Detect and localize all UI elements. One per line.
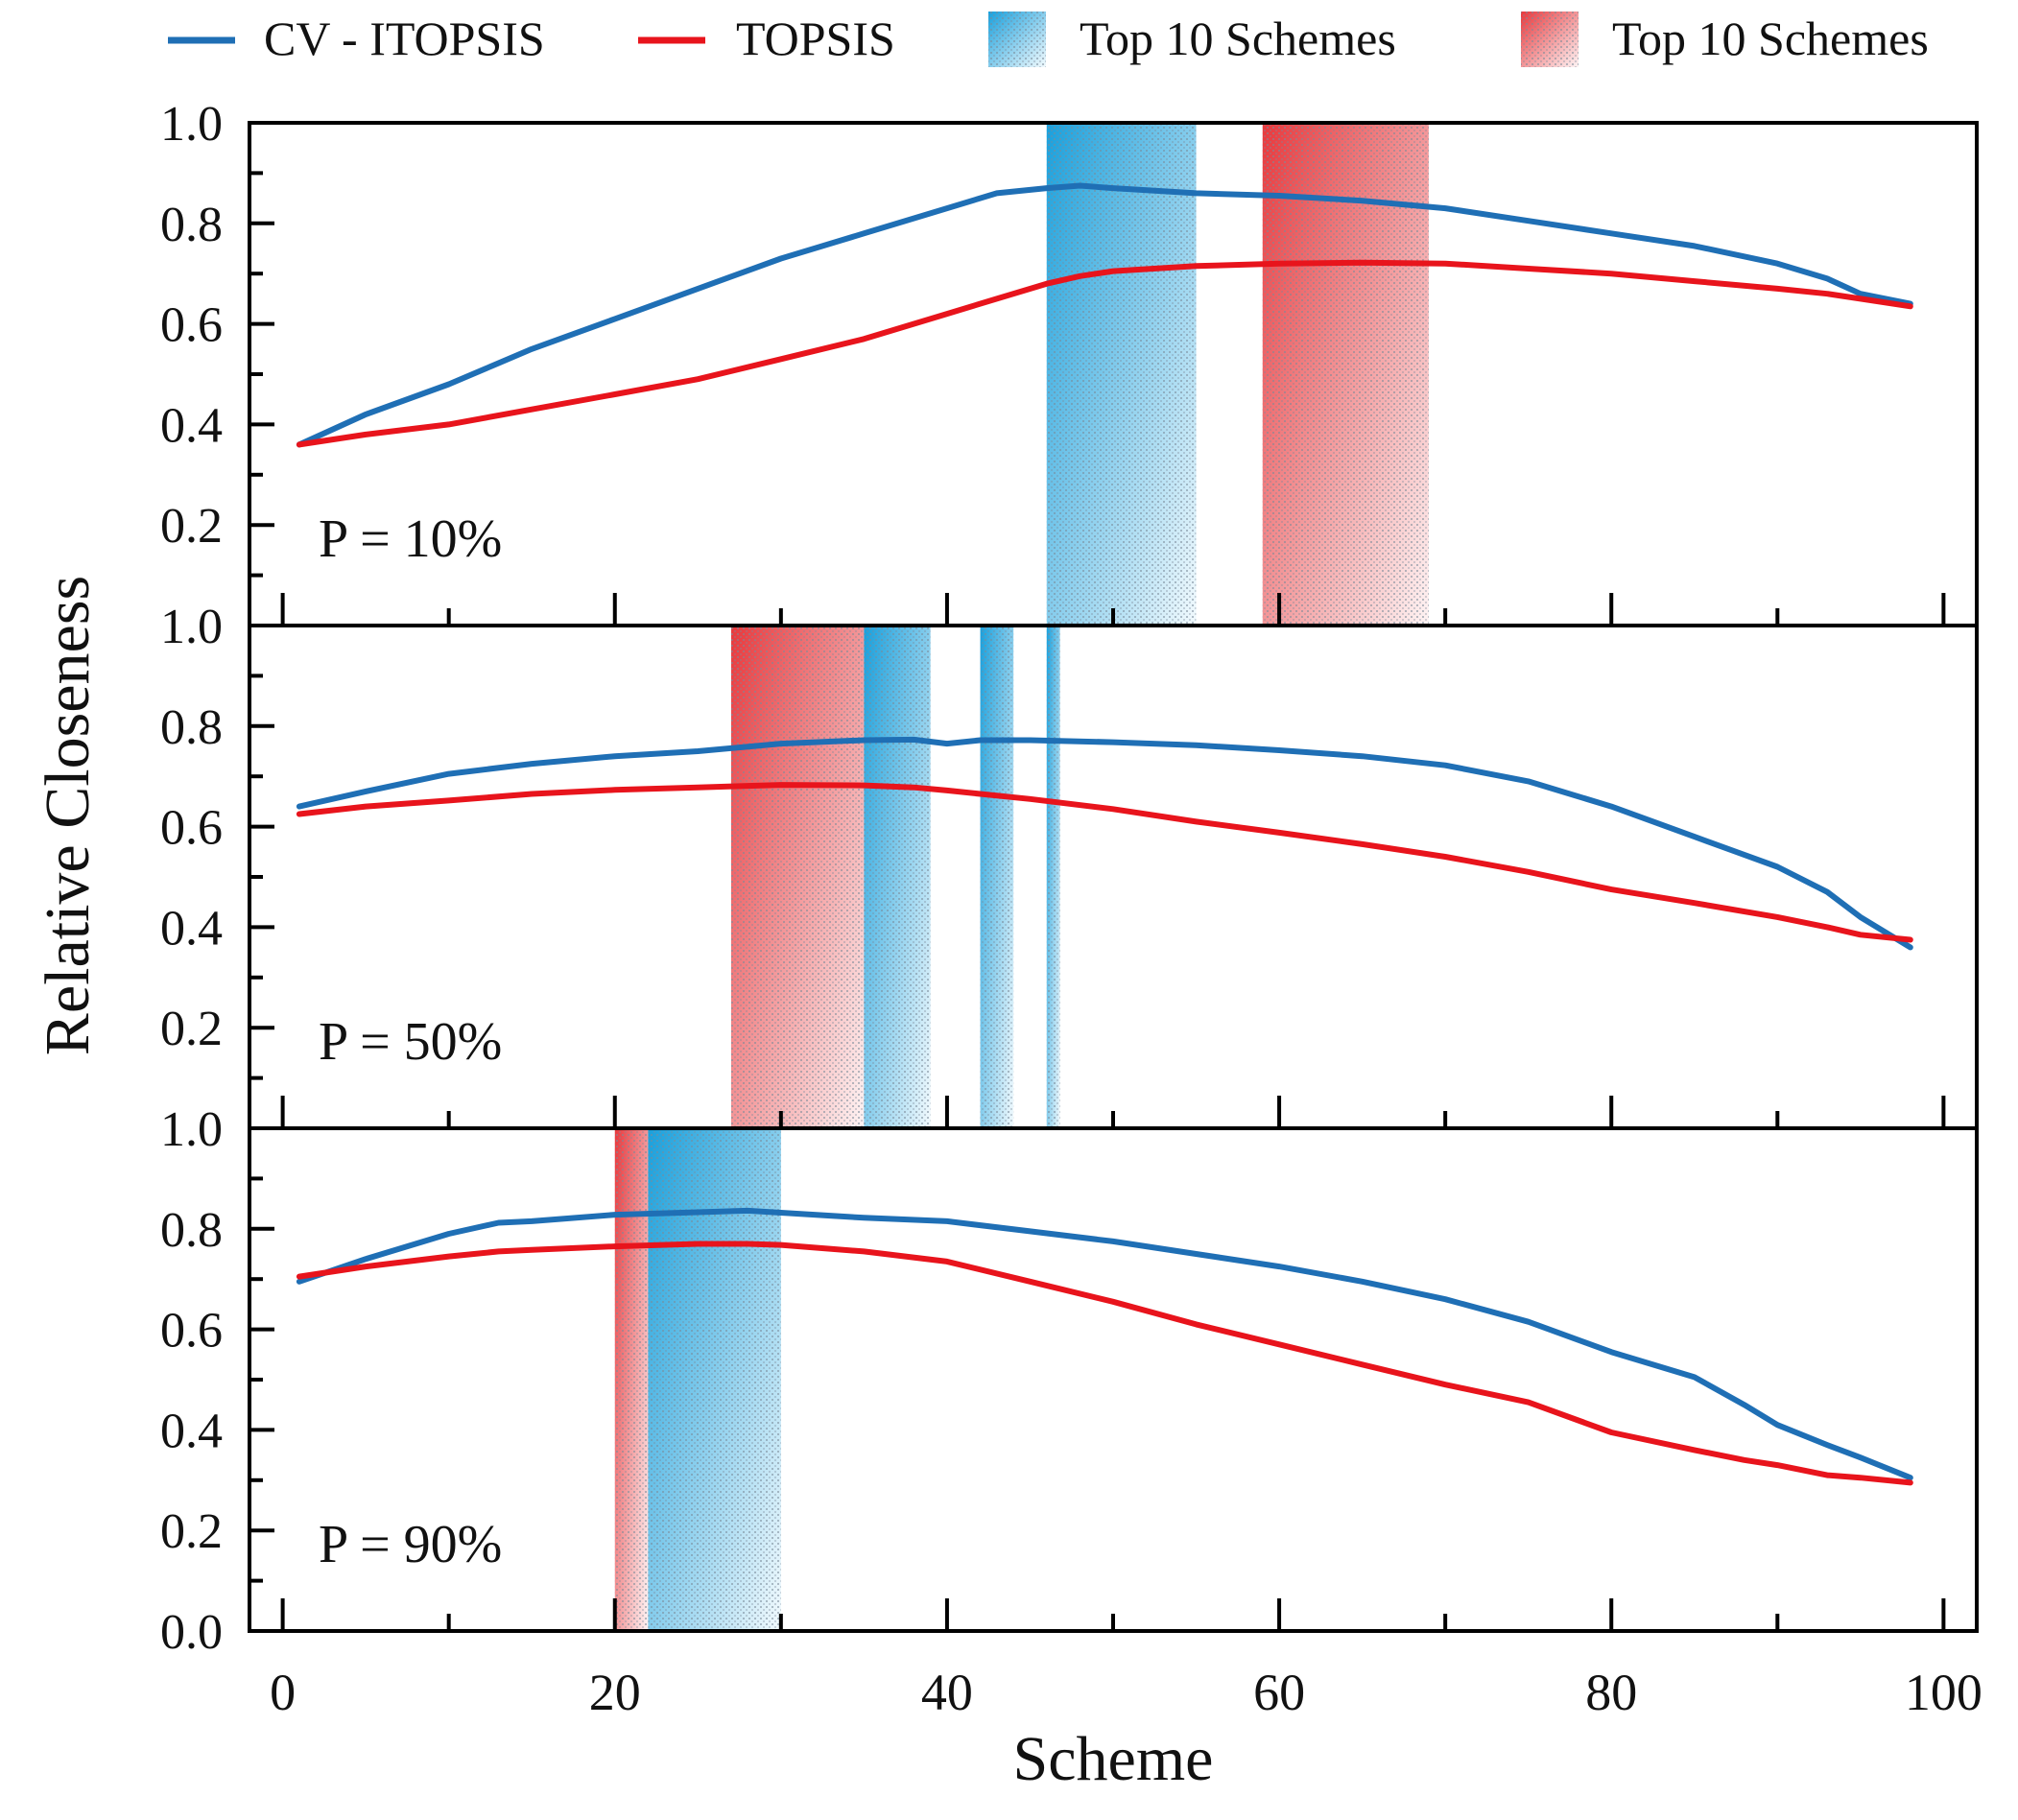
y-tick-label-p10: 0.8 — [160, 198, 223, 252]
panels: 0.2 0.4 0.6 0.8 1.0 P = 10% 0.2 0.4 0.6 0.8 1.0 P =… — [160, 97, 1982, 1721]
y-axis-label: Relative Closeness — [33, 576, 103, 1055]
band-topsis-dots-p50-0 — [730, 626, 865, 1128]
frame-p50 — [248, 624, 1979, 1130]
panel-annotation-p90: P = 90% — [319, 1515, 502, 1574]
band-cv-dots-p90-1 — [648, 1128, 781, 1631]
y-tick-label-p90: 0.6 — [160, 1304, 223, 1359]
legend-band-topsis-dots — [1521, 12, 1579, 67]
panel-p90: 0.0 0.2 0.4 0.6 0.8 1.0 P = 90% — [160, 1102, 1979, 1660]
y-tick-label-p90: 1.0 — [160, 1102, 223, 1157]
series-topsis-p10 — [296, 259, 1913, 448]
x-tick-label: 80 — [1585, 1664, 1637, 1721]
band-cv-dots-p50-1 — [864, 626, 931, 1128]
y-tick-label-p10: 0.6 — [160, 298, 223, 353]
x-tick-label: 40 — [921, 1664, 973, 1721]
legend-topsis-label: TOPSIS — [736, 12, 895, 65]
y-tick-label-p90: 0.8 — [160, 1203, 223, 1258]
series-cv-p90 — [296, 1207, 1913, 1481]
y-tick-label-p50: 1.0 — [160, 600, 223, 654]
x-tick-label: 20 — [589, 1664, 641, 1721]
frame-p90 — [248, 1126, 1979, 1633]
legend-band-topsis-label: Top 10 Schemes — [1612, 12, 1929, 65]
x-tick-label: 60 — [1253, 1664, 1305, 1721]
x-axis-label: Scheme — [1013, 1724, 1214, 1794]
x-tick-label: 0 — [270, 1664, 296, 1721]
y-tick-label-p50: 0.6 — [160, 801, 223, 856]
panel-annotation-p10: P = 10% — [319, 509, 502, 569]
y-tick-label-p90: 0.2 — [160, 1504, 223, 1559]
y-tick-label-p50: 0.4 — [160, 901, 223, 956]
legend-band-cv-label: Top 10 Schemes — [1080, 12, 1396, 65]
legend-band-cv-dots — [988, 12, 1046, 67]
y-tick-label-p10: 1.0 — [160, 97, 223, 152]
y-tick-label-p10: 0.4 — [160, 398, 223, 453]
band-topsis-dots-p90-0 — [614, 1128, 649, 1631]
y-tick-label-p90: 0.4 — [160, 1404, 223, 1458]
legend-cv-label: CV - ITOPSIS — [264, 12, 545, 65]
band-cv-dots-p50-3 — [1046, 626, 1060, 1128]
y-tick-label-p90: 0.0 — [160, 1605, 223, 1660]
y-tick-label-p50: 0.8 — [160, 700, 223, 755]
y-tick-label-p50: 0.2 — [160, 1002, 223, 1056]
panel-p10: 0.2 0.4 0.6 0.8 1.0 P = 10% — [160, 97, 1979, 627]
series-topsis-p50 — [296, 782, 1913, 943]
y-tick-label-p10: 0.2 — [160, 499, 223, 554]
band-cv-dots-p10-0 — [1046, 123, 1197, 626]
legend: CV - ITOPSIS TOPSIS Top 10 Schemes Top 1… — [168, 12, 1929, 67]
panel-annotation-p50: P = 50% — [319, 1012, 502, 1072]
series-topsis-p90 — [296, 1241, 1913, 1486]
panel-p50: 0.2 0.4 0.6 0.8 1.0 P = 50% — [160, 600, 1979, 1130]
band-cv-dots-p50-2 — [980, 626, 1014, 1128]
x-tick-label: 100 — [1905, 1664, 1982, 1721]
x-axis: 0 20 40 60 80 100 — [270, 1664, 1982, 1721]
series-cv-p50 — [296, 736, 1913, 951]
series-cv-p10 — [296, 182, 1913, 448]
